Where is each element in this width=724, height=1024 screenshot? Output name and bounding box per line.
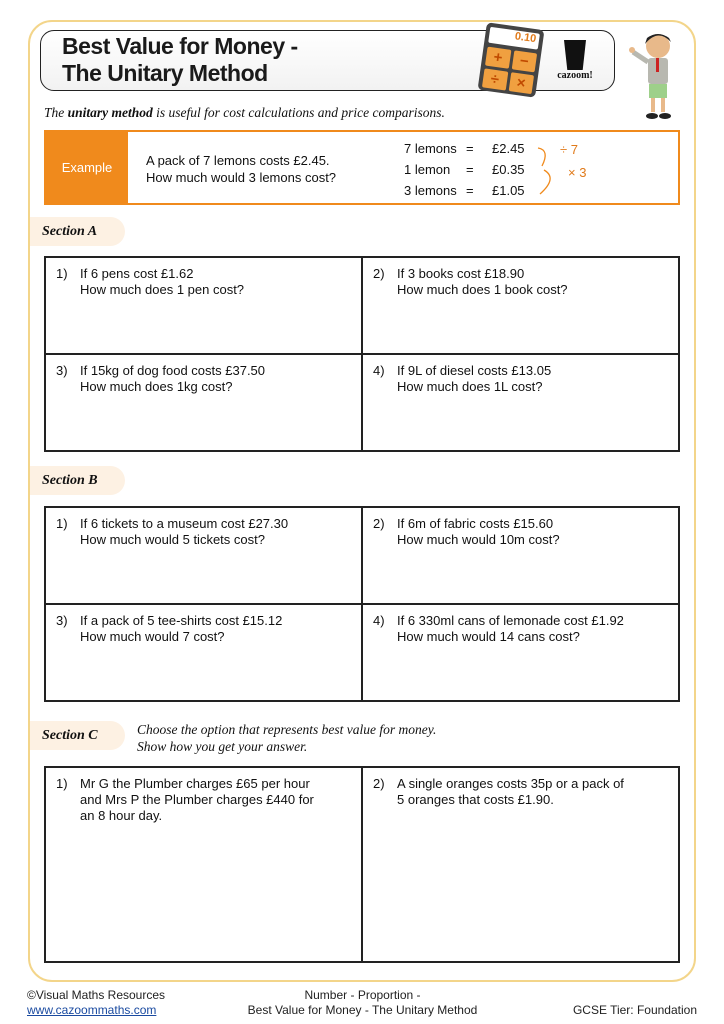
question-number: 2) <box>373 266 385 281</box>
section-a-grid: 1) If 6 pens cost £1.62 How much does 1 pe… <box>44 256 680 452</box>
divide-key: ÷ <box>481 68 508 91</box>
section-c-grid: 1) Mr G the Plumber charges £65 per hour a… <box>44 766 680 963</box>
logo-text: cazoom! <box>557 70 593 81</box>
question-number: 4) <box>373 363 385 378</box>
example-solution: 7 lemons = £2.45 1 lemon = £0.35 3 lemons = £1… <box>404 138 525 201</box>
copyright: ©Visual Maths Resources <box>27 988 166 1002</box>
minus-key: − <box>511 50 538 73</box>
question-cell: 3) If a pack of 5 tee-shirts cost £15.12 H… <box>45 604 362 701</box>
question-text: If 6 tickets to a museum cost £27.30 How … <box>80 516 289 547</box>
question-text: Mr G the Plumber charges £65 per hour and… <box>80 776 314 823</box>
divide-op: ÷ 7 <box>560 142 578 157</box>
question-text: If 6 330ml cans of lemonade cost £1.92 Ho… <box>397 613 624 644</box>
question-number: 2) <box>373 516 385 531</box>
question-text: A single oranges costs 35p or a pack of 5… <box>397 776 624 807</box>
question-number: 1) <box>56 516 68 531</box>
footer-tier: GCSE Tier: Foundation <box>572 1003 697 1017</box>
cazoom-logo: cazoom! <box>550 40 600 81</box>
question-text: If 9L of diesel costs £13.05 How much doe… <box>397 363 552 394</box>
solution-row: 7 lemons = £2.45 <box>404 141 525 156</box>
question-cell: 2) If 3 books cost £18.90 How much does 1 … <box>362 257 679 354</box>
question-text: If 6 pens cost £1.62 How much does 1 pen … <box>80 266 245 297</box>
question-cell: 1) If 6 pens cost £1.62 How much does 1 pe… <box>45 257 362 354</box>
solution-row: 3 lemons = £1.05 <box>404 183 525 198</box>
footer-topic: Number - Proportion - Best Value for Mone… <box>247 988 478 1017</box>
section-b-label: Section B <box>30 466 125 495</box>
website-link[interactable]: www.cazoommaths.com <box>27 1003 157 1017</box>
question-cell: 1) Mr G the Plumber charges £65 per hour a… <box>45 767 362 962</box>
question-number: 2) <box>373 776 385 791</box>
multiply-op: × 3 <box>568 165 587 180</box>
plus-key: + <box>484 46 511 69</box>
page-border <box>28 20 696 982</box>
question-text: If 15kg of dog food costs £37.50 How much… <box>80 363 266 394</box>
section-a-label: Section A <box>30 217 125 246</box>
question-cell: 2) If 6m of fabric costs £15.60 How much w… <box>362 507 679 604</box>
question-number: 1) <box>56 776 68 791</box>
title-line-1: Best Value for Money - <box>62 33 298 59</box>
section-c-instructions: Choose the option that represents best v… <box>137 722 437 754</box>
question-text: If 3 books cost £18.90 How much does 1 bo… <box>397 266 568 297</box>
multiply-key: × <box>508 72 535 95</box>
question-cell: 4) If 6 330ml cans of lemonade cost £1.92… <box>362 604 679 701</box>
question-cell: 3) If 15kg of dog food costs £37.50 How mu… <box>45 354 362 451</box>
question-cell: 4) If 9L of diesel costs £13.05 How much d… <box>362 354 679 451</box>
footer-left: ©Visual Maths Resources www.cazoommaths.c… <box>27 988 165 1018</box>
calculator-icon: 0.10 + − ÷ × <box>477 22 545 98</box>
boy-mascot-icon <box>629 34 671 119</box>
question-cell: 2) A single oranges costs 35p or a pack o… <box>362 767 679 962</box>
question-text: If a pack of 5 tee-shirts cost £15.12 How… <box>80 613 283 644</box>
section-c-label: Section C <box>30 721 125 750</box>
question-number: 1) <box>56 266 68 281</box>
question-number: 3) <box>56 363 68 378</box>
glass-icon <box>564 40 586 70</box>
example-label: Example <box>46 132 128 203</box>
page-title: Best Value for Money - The Unitary Method <box>62 33 298 87</box>
example-box: Example A pack of 7 lemons costs £2.45. H… <box>44 130 680 205</box>
question-number: 4) <box>373 613 385 628</box>
arrows-icon <box>537 147 551 195</box>
question-text: If 6m of fabric costs £15.60 How much wou… <box>397 516 560 547</box>
solution-row: 1 lemon = £0.35 <box>404 162 525 177</box>
calculator-display: 0.10 <box>488 26 540 50</box>
section-b-grid: 1) If 6 tickets to a museum cost £27.30 Ho… <box>44 506 680 702</box>
question-cell: 1) If 6 tickets to a museum cost £27.30 Ho… <box>45 507 362 604</box>
example-question: A pack of 7 lemons costs £2.45. How much … <box>146 153 337 185</box>
title-line-2: The Unitary Method <box>62 60 268 86</box>
intro-text: The unitary method is useful for cost ca… <box>44 105 445 120</box>
question-number: 3) <box>56 613 68 628</box>
